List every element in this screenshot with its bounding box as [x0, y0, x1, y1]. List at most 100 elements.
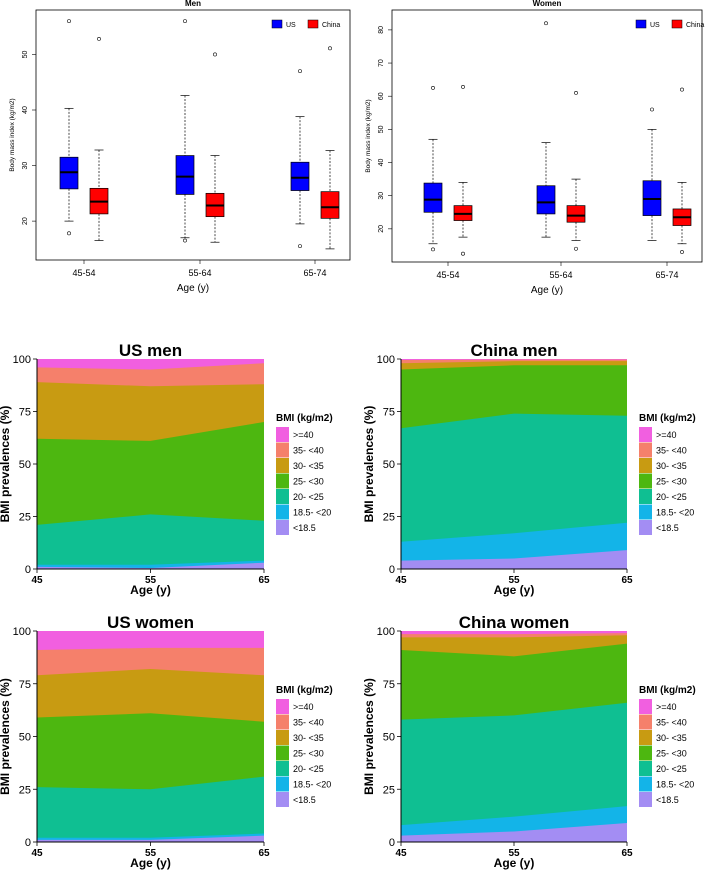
x-tick-label: 45 — [395, 575, 407, 586]
box-china-0 — [453, 85, 473, 256]
box-body — [290, 161, 310, 191]
x-tick-label: 65 — [621, 575, 633, 586]
y-tick-label: 20 — [22, 217, 29, 225]
y-tick-label: 75 — [19, 679, 31, 691]
y-axis-label: BMI prevalences (%) — [362, 406, 376, 523]
area-panel-china-women: 0 25 50 75 100 45 55 65 Age (y) BMI prevalences (… — [362, 613, 696, 870]
box-us-0 — [423, 86, 443, 252]
legend-label-us: US — [286, 22, 296, 29]
outlier-point — [328, 46, 332, 51]
area-panel-us-women: 0 25 50 75 100 45 55 65 Age (y) BMI prevalences (… — [0, 613, 333, 870]
y-axis-label: Body mass index (kg/m2) — [365, 99, 372, 172]
legend-swatch — [639, 458, 652, 473]
x-tick-label: 45-54 — [72, 268, 95, 278]
legend-swatch — [639, 442, 652, 458]
x-tick-label: 65-74 — [303, 268, 326, 278]
area-layer — [401, 702, 627, 842]
y-tick-label: 50 — [19, 732, 31, 744]
legend-swatch-china — [307, 19, 319, 29]
outlier-point — [680, 87, 684, 92]
box-body — [320, 191, 340, 219]
legend-label: 25- <30 — [293, 477, 324, 487]
x-tick-label: 65 — [258, 848, 270, 859]
x-tick-label: 65 — [621, 848, 633, 859]
outlier-point — [298, 69, 302, 74]
y-tick-label: 50 — [383, 732, 395, 744]
x-tick-label: 55 — [145, 575, 157, 586]
y-axis-label: Body mass index (kg/m2) — [9, 98, 16, 171]
area-layer — [37, 835, 264, 842]
legend-label: 30- <35 — [656, 461, 687, 471]
y-tick-label: 100 — [377, 354, 395, 366]
y-tick-label: 100 — [13, 354, 31, 366]
x-tick-label: 65-74 — [655, 270, 678, 280]
area-panel-china-men: 0 25 50 75 100 45 55 65 Age (y) BMI prevalences (… — [362, 341, 696, 597]
box-china-0 — [89, 36, 109, 241]
box-us-0 — [59, 19, 79, 236]
area-layer — [37, 562, 264, 569]
box-us-2 — [642, 107, 662, 241]
area-layer — [401, 823, 627, 842]
y-tick-label: 30 — [378, 192, 385, 200]
legend-label-us: US — [650, 22, 660, 29]
outlier-point — [183, 238, 187, 243]
legend-label: >=40 — [656, 702, 677, 712]
x-axis-label: Age (y) — [130, 856, 171, 870]
panel-title: Men — [185, 0, 201, 8]
area-layer — [37, 776, 264, 842]
legend-swatch-china — [671, 19, 683, 29]
legend-label: 30- <35 — [293, 461, 324, 471]
legend-swatch — [276, 427, 289, 442]
legend-label: 25- <30 — [656, 477, 687, 487]
y-tick-label: 25 — [383, 784, 395, 796]
box-body — [423, 182, 443, 213]
legend-label: <18.5 — [293, 795, 316, 805]
y-tick-label: 75 — [19, 407, 31, 419]
boxplot-panel-women: Women 20 30 40 50 60 70 80 Body mass index (kg/m… — [365, 0, 704, 296]
legend-label-china: China — [322, 22, 340, 29]
x-axis-label: Age (y) — [494, 583, 535, 597]
outlier-point — [67, 19, 71, 24]
y-tick-label: 50 — [383, 459, 395, 471]
legend-swatch — [276, 473, 289, 489]
x-tick-label: 55 — [145, 848, 157, 859]
area-panel-us-men: 0 25 50 75 100 45 55 65 Age (y) BMI prevalences (… — [0, 341, 333, 597]
box-us-2 — [290, 69, 310, 249]
legend-swatch — [276, 489, 289, 504]
outlier-point — [650, 107, 654, 112]
boxplot-panel-men: Men 20 30 40 50 Body mass index (kg/m2) 45-54 5… — [9, 0, 351, 294]
x-tick-label: 55-64 — [549, 270, 572, 280]
legend-label: >=40 — [293, 702, 314, 712]
legend-label: 30- <35 — [656, 733, 687, 743]
legend-label: <18.5 — [656, 795, 679, 805]
legend-swatch — [639, 489, 652, 504]
legend-swatch — [276, 761, 289, 776]
panel-title: China men — [471, 341, 558, 360]
box-china-2 — [320, 46, 340, 250]
panel-title: China women — [459, 613, 570, 632]
x-tick-label: 65 — [258, 575, 270, 586]
legend-swatch — [276, 776, 289, 792]
legend-swatch — [639, 761, 652, 776]
box-china-1 — [205, 52, 225, 243]
legend-label: 35- <40 — [656, 446, 687, 456]
legend-swatch — [639, 745, 652, 761]
panel-title: US men — [119, 341, 182, 360]
box-china-1 — [566, 90, 586, 251]
x-tick-label: 45 — [395, 848, 407, 859]
legend-label: 18.5- <20 — [656, 780, 694, 790]
legend-label: 35- <40 — [656, 718, 687, 728]
legend-title: BMI (kg/m2) — [639, 685, 696, 696]
legend-swatch — [639, 792, 652, 807]
legend-label: >=40 — [656, 430, 677, 440]
y-tick-label: 75 — [383, 407, 395, 419]
outlier-point — [574, 90, 578, 95]
y-tick-label: 50 — [22, 50, 29, 58]
x-tick-label: 45 — [31, 575, 43, 586]
x-tick-label: 55 — [508, 848, 520, 859]
legend-label: 20- <25 — [656, 764, 687, 774]
y-axis-label: BMI prevalences (%) — [0, 406, 12, 523]
outlier-point — [574, 246, 578, 251]
x-axis-label: Age (y) — [531, 285, 563, 296]
y-tick-label: 25 — [383, 512, 395, 524]
